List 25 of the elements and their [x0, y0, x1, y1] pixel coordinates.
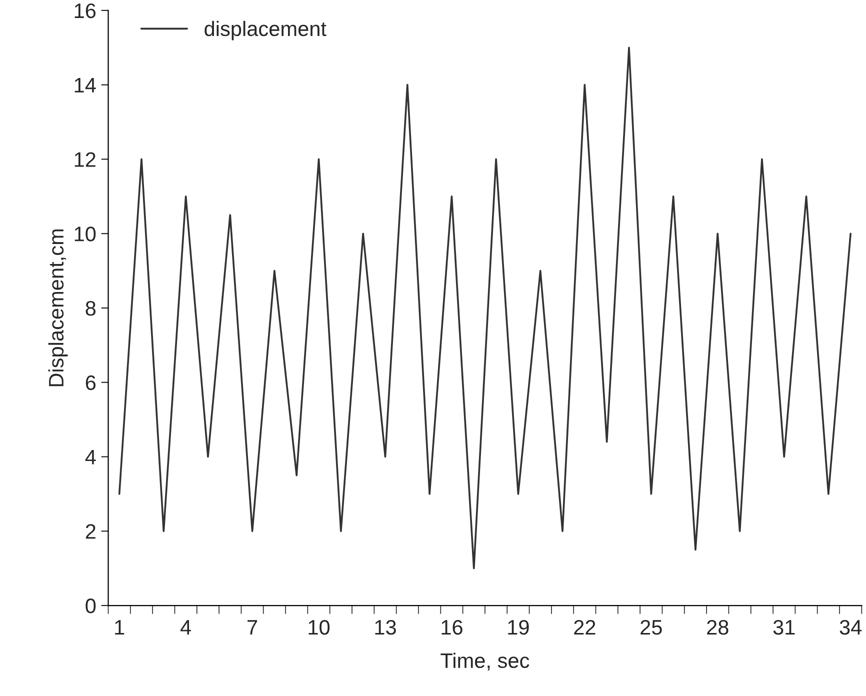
y-tick-label: 16	[74, 3, 96, 18]
y-tick-label: 12	[74, 152, 96, 167]
x-tick-label: 19	[508, 620, 529, 635]
x-axis-title: Time, sec	[440, 652, 530, 670]
y-tick-label: 4	[85, 450, 96, 464]
legend-label: displacement	[204, 20, 326, 40]
x-tick-label: 34	[840, 620, 862, 635]
y-tick-label: 14	[74, 78, 96, 92]
y-tick-label: 8	[86, 300, 96, 316]
x-tick-label: 13	[375, 620, 396, 635]
y-tick-label: 0	[86, 598, 96, 614]
y-tick-label: 2	[86, 524, 96, 539]
x-tick-label: 10	[308, 620, 330, 635]
x-tick-label: 4	[180, 620, 191, 635]
x-tick-label: 28	[707, 620, 728, 635]
line-series	[118, 46, 852, 570]
y-axis-title: Displacement,cm	[48, 229, 68, 386]
y-tick-label: 10	[74, 226, 96, 242]
y-tick-label: 6	[86, 375, 96, 390]
x-tick-label: 22	[574, 620, 596, 635]
x-tick-label: 16	[442, 620, 462, 635]
x-tick-label: 7	[248, 620, 258, 635]
x-tick-label: 25	[640, 620, 662, 635]
x-tick-label: 31	[773, 620, 795, 635]
x-tick-label: 1	[115, 620, 124, 635]
